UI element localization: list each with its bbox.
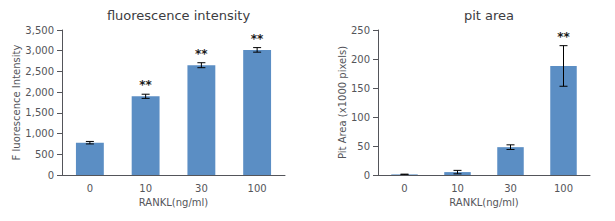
svg-text:3,500: 3,500 <box>25 25 54 36</box>
svg-text:0: 0 <box>48 170 54 181</box>
svg-text:F luorescence Intensity: F luorescence Intensity <box>11 45 22 161</box>
svg-text:100: 100 <box>248 183 267 194</box>
svg-text:Pit Area (x1000 pixels): Pit Area (x1000 pixels) <box>337 46 348 159</box>
svg-text:3,000: 3,000 <box>25 45 54 56</box>
svg-text:2,000: 2,000 <box>25 87 54 98</box>
svg-text:**: ** <box>195 47 208 61</box>
svg-text:30: 30 <box>504 183 517 194</box>
svg-text:RANKL(ng/ml): RANKL(ng/ml) <box>449 197 518 208</box>
svg-text:100: 100 <box>554 183 573 194</box>
svg-text:2,500: 2,500 <box>25 66 54 77</box>
svg-text:RANKL(ng/ml): RANKL(ng/ml) <box>139 197 208 208</box>
svg-text:1,500: 1,500 <box>25 107 54 118</box>
svg-text:500: 500 <box>35 149 54 160</box>
svg-text:50: 50 <box>357 141 370 152</box>
svg-text:1,000: 1,000 <box>25 128 54 139</box>
svg-text:30: 30 <box>195 183 208 194</box>
svg-text:0: 0 <box>364 170 370 181</box>
svg-text:0: 0 <box>87 183 93 194</box>
svg-text:150: 150 <box>351 83 370 94</box>
svg-text:**: ** <box>251 32 264 46</box>
svg-text:10: 10 <box>139 183 152 194</box>
svg-text:pit area: pit area <box>464 8 514 23</box>
svg-text:10: 10 <box>451 183 464 194</box>
svg-text:**: ** <box>139 78 152 92</box>
svg-text:fluorescence intensity: fluorescence intensity <box>107 8 251 23</box>
svg-text:0: 0 <box>401 183 407 194</box>
svg-text:200: 200 <box>351 54 370 65</box>
svg-text:250: 250 <box>351 25 370 36</box>
svg-text:100: 100 <box>351 112 370 123</box>
svg-text:**: ** <box>557 30 570 44</box>
